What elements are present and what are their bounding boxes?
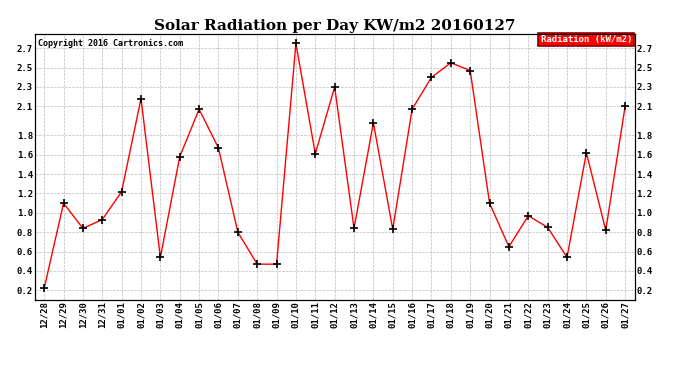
Point [581, 150, 592, 156]
Point [464, 68, 475, 74]
Point [387, 226, 398, 232]
Point [155, 254, 166, 260]
Text: Copyright 2016 Cartronics.com: Copyright 2016 Cartronics.com [37, 39, 182, 48]
Point [406, 106, 417, 112]
Point [368, 120, 379, 126]
Point [504, 244, 515, 250]
Point [252, 261, 263, 267]
Point [271, 261, 282, 267]
Point [484, 200, 495, 206]
Point [58, 200, 69, 206]
Point [194, 106, 205, 112]
Point [116, 189, 127, 195]
Point [97, 217, 108, 223]
Text: Radiation (kW/m2): Radiation (kW/m2) [541, 35, 632, 44]
Point [233, 229, 244, 235]
Point [39, 285, 50, 291]
Point [562, 254, 573, 260]
Point [348, 225, 359, 231]
Point [620, 104, 631, 110]
Point [445, 60, 456, 66]
Title: Solar Radiation per Day KW/m2 20160127: Solar Radiation per Day KW/m2 20160127 [154, 19, 515, 33]
Point [542, 224, 553, 230]
Point [290, 40, 302, 46]
Point [213, 145, 224, 151]
Point [600, 227, 611, 233]
Point [77, 225, 88, 231]
Point [426, 74, 437, 80]
Point [174, 154, 185, 160]
Point [310, 151, 321, 157]
Point [135, 96, 146, 102]
Point [523, 213, 534, 219]
Point [329, 84, 340, 90]
